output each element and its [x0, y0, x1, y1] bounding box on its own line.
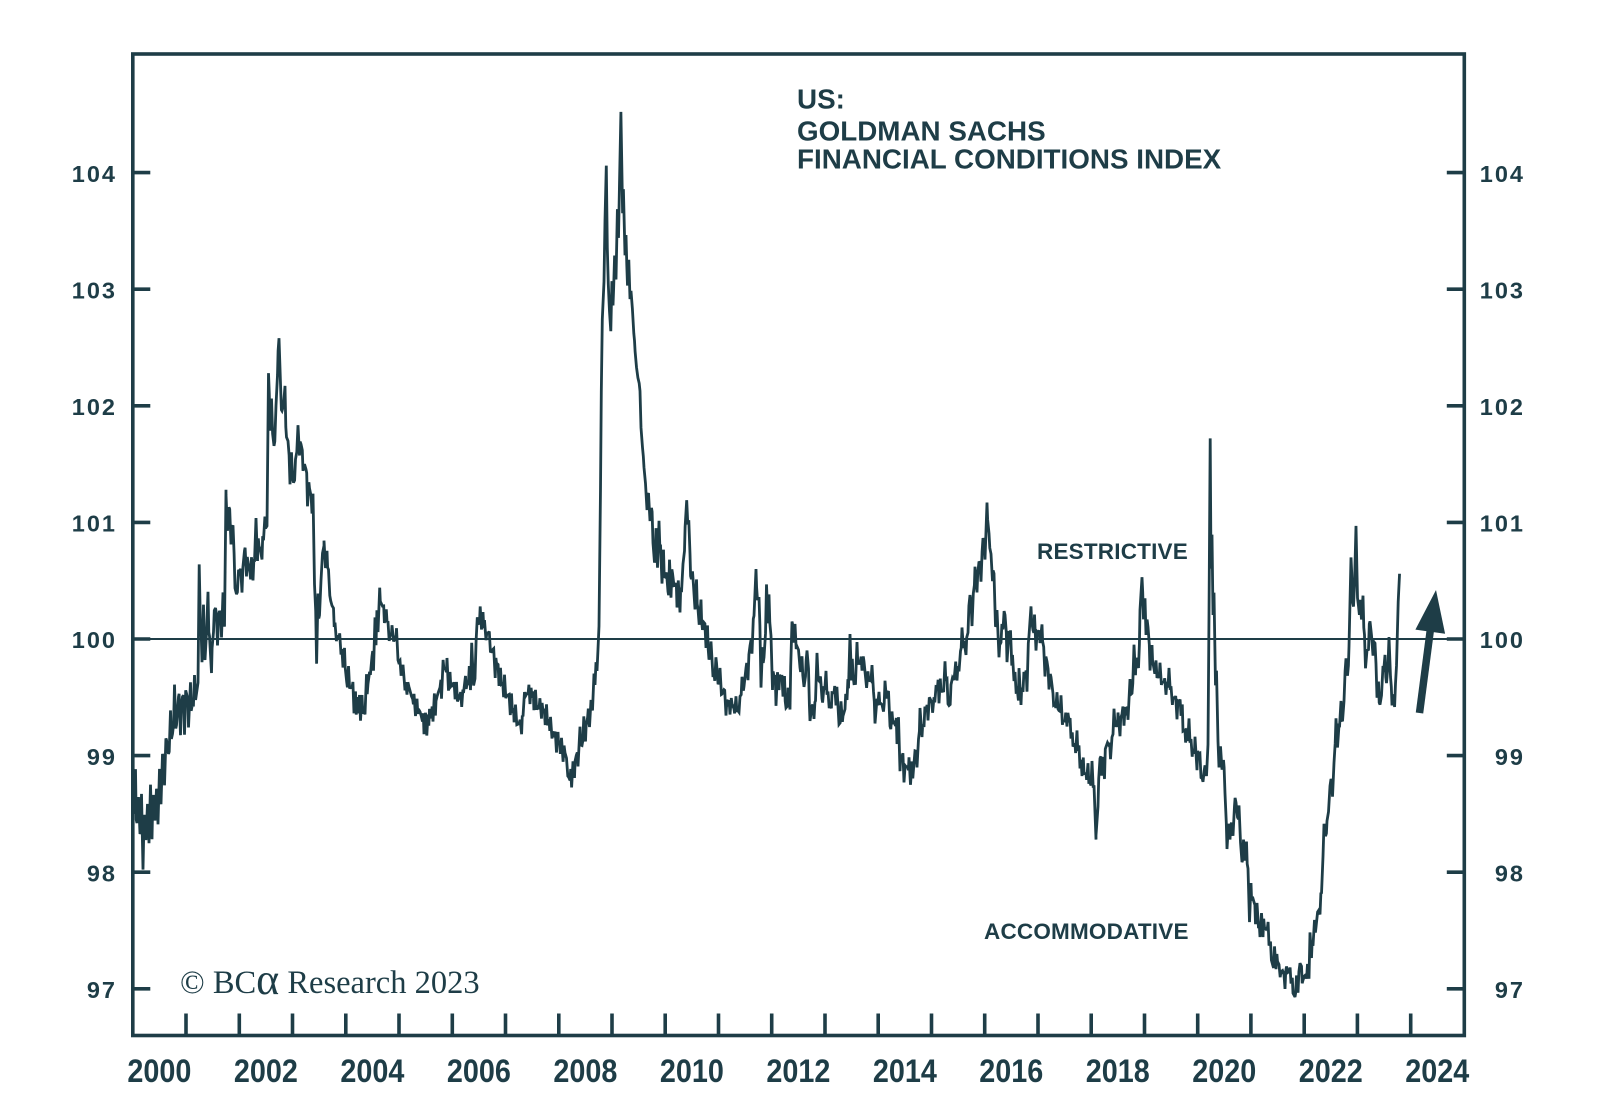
svg-text:2022: 2022 [1299, 1053, 1363, 1089]
svg-text:103: 103 [72, 277, 117, 303]
svg-text:99: 99 [1495, 744, 1525, 770]
svg-text:99: 99 [87, 744, 117, 770]
svg-text:100: 100 [72, 627, 117, 653]
svg-text:2024: 2024 [1405, 1053, 1469, 1089]
svg-text:100: 100 [1480, 627, 1525, 653]
svg-text:2006: 2006 [447, 1053, 511, 1089]
svg-text:104: 104 [1480, 161, 1525, 187]
svg-text:101: 101 [1480, 511, 1525, 537]
svg-text:98: 98 [87, 860, 117, 886]
svg-text:97: 97 [1495, 977, 1525, 1003]
svg-text:101: 101 [72, 511, 117, 537]
svg-text:2000: 2000 [127, 1053, 191, 1089]
svg-text:104: 104 [72, 161, 117, 187]
svg-text:2020: 2020 [1192, 1053, 1256, 1089]
svg-text:102: 102 [1480, 394, 1525, 420]
svg-text:2014: 2014 [873, 1053, 937, 1089]
svg-text:2004: 2004 [340, 1053, 404, 1089]
svg-text:2002: 2002 [234, 1053, 298, 1089]
svg-text:97: 97 [87, 977, 117, 1003]
svg-text:102: 102 [72, 394, 117, 420]
svg-text:2012: 2012 [766, 1053, 830, 1089]
svg-text:US:: US: [797, 84, 845, 115]
svg-text:2018: 2018 [1086, 1053, 1150, 1089]
svg-text:2016: 2016 [979, 1053, 1043, 1089]
svg-text:103: 103 [1480, 277, 1525, 303]
svg-text:GOLDMAN SACHS: GOLDMAN SACHS [797, 116, 1046, 147]
svg-text:ACCOMMODATIVE: ACCOMMODATIVE [984, 919, 1189, 944]
svg-text:98: 98 [1495, 860, 1525, 886]
svg-text:2008: 2008 [553, 1053, 617, 1089]
svg-text:2010: 2010 [660, 1053, 724, 1089]
svg-text:FINANCIAL CONDITIONS INDEX: FINANCIAL CONDITIONS INDEX [797, 144, 1222, 175]
svg-text:RESTRICTIVE: RESTRICTIVE [1037, 539, 1188, 564]
